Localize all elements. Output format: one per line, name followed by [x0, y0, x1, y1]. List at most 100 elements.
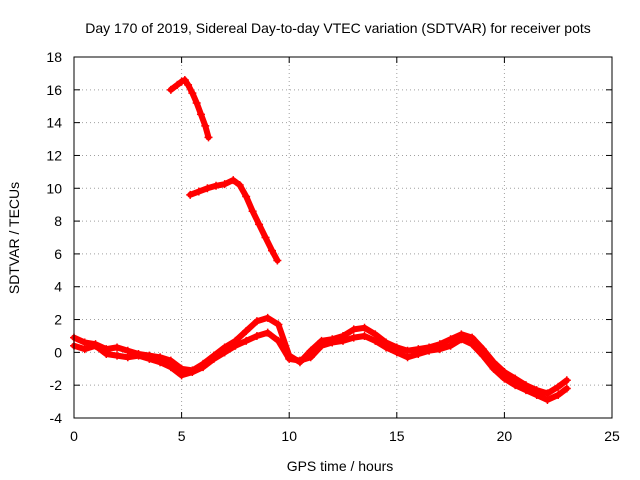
data-point	[285, 354, 294, 363]
data-point	[229, 176, 238, 185]
data-point	[113, 351, 122, 360]
x-axis-title: GPS time / hours	[287, 458, 394, 474]
y-tick-label: 14	[46, 115, 62, 131]
data-point	[562, 376, 571, 385]
data-point	[339, 336, 347, 345]
data-point	[242, 192, 251, 201]
data-point	[203, 184, 212, 193]
data-point	[261, 233, 270, 242]
data-point	[382, 343, 391, 352]
data-point	[273, 256, 282, 265]
data-point	[435, 345, 444, 354]
data-point	[252, 331, 261, 340]
data-point	[478, 351, 487, 360]
y-tick-label: -4	[50, 410, 63, 426]
data-point	[156, 358, 165, 367]
data-point	[248, 207, 257, 216]
data-point	[500, 374, 509, 383]
data-point	[349, 325, 358, 334]
data-point	[274, 336, 283, 345]
y-tick-label: 12	[46, 147, 62, 163]
data-point	[349, 333, 358, 342]
data-point	[457, 335, 466, 344]
data-point	[511, 381, 520, 390]
data-point	[392, 348, 401, 357]
data-point	[199, 363, 208, 372]
data-point	[252, 317, 261, 326]
data-point	[532, 391, 541, 400]
data-point	[306, 353, 315, 362]
series-arc-1	[166, 75, 213, 142]
data-point	[295, 356, 304, 365]
data-point	[403, 353, 412, 362]
data-point	[134, 351, 143, 360]
y-axis-title: SDTVAR / TECUs	[6, 182, 22, 294]
y-tick-label: 8	[54, 213, 62, 229]
data-point	[263, 313, 272, 322]
y-tick-label: 10	[46, 180, 62, 196]
data-point	[123, 353, 132, 362]
x-tick-label: 25	[604, 428, 620, 444]
plot-frame	[73, 56, 613, 419]
data-point	[201, 121, 210, 130]
data-point	[242, 336, 251, 345]
grid-lines	[74, 57, 612, 418]
data-point	[212, 181, 221, 190]
data-point	[196, 110, 205, 119]
x-tick-label: 0	[70, 428, 78, 444]
data-point	[554, 382, 563, 391]
data-series	[70, 75, 571, 404]
data-point	[177, 371, 186, 380]
data-point	[204, 133, 213, 142]
data-point	[425, 346, 434, 355]
data-point	[209, 354, 218, 363]
chart-title: Day 170 of 2019, Sidereal Day-to-day VTE…	[85, 20, 591, 36]
y-tick-label: 4	[54, 279, 62, 295]
data-point	[562, 384, 571, 393]
data-point	[166, 363, 175, 372]
y-tick-label: 2	[54, 312, 62, 328]
data-point	[166, 85, 175, 94]
y-tick-label: 16	[46, 82, 62, 98]
data-point	[468, 340, 477, 349]
series-trace	[167, 77, 212, 141]
data-point	[220, 348, 229, 357]
data-point	[188, 89, 197, 98]
data-point	[173, 80, 182, 89]
data-point	[328, 338, 337, 347]
data-point	[186, 190, 195, 199]
data-point	[554, 391, 563, 400]
data-point	[489, 364, 498, 373]
axes: 0 5 10 15 20 25 -4 -2 0 2 4 6 8 10 12 14 16 18	[46, 49, 620, 444]
data-point	[414, 350, 423, 359]
data-point	[446, 341, 455, 350]
data-point	[371, 336, 380, 345]
data-point	[274, 320, 283, 329]
data-point	[231, 341, 240, 350]
data-point	[242, 327, 251, 336]
data-point	[102, 350, 111, 359]
data-point	[267, 246, 276, 255]
series-arc-4	[70, 328, 571, 404]
x-tick-label: 10	[281, 428, 297, 444]
data-point	[360, 323, 369, 332]
data-point	[235, 180, 244, 189]
y-tick-label: -2	[50, 377, 63, 393]
data-point	[184, 80, 193, 89]
data-point	[317, 341, 326, 350]
data-point	[255, 220, 264, 229]
y-tick-label: 18	[46, 49, 62, 65]
x-tick-label: 5	[178, 428, 186, 444]
data-point	[91, 341, 100, 350]
series-trace	[187, 177, 281, 264]
data-point	[145, 354, 154, 363]
data-point	[521, 386, 530, 395]
y-tick-label: 0	[54, 344, 62, 360]
data-point	[113, 343, 122, 352]
data-point	[80, 345, 89, 354]
data-point	[220, 180, 229, 189]
data-point	[360, 331, 369, 340]
series-arc-2	[186, 176, 282, 265]
y-tick-label: 6	[54, 246, 62, 262]
